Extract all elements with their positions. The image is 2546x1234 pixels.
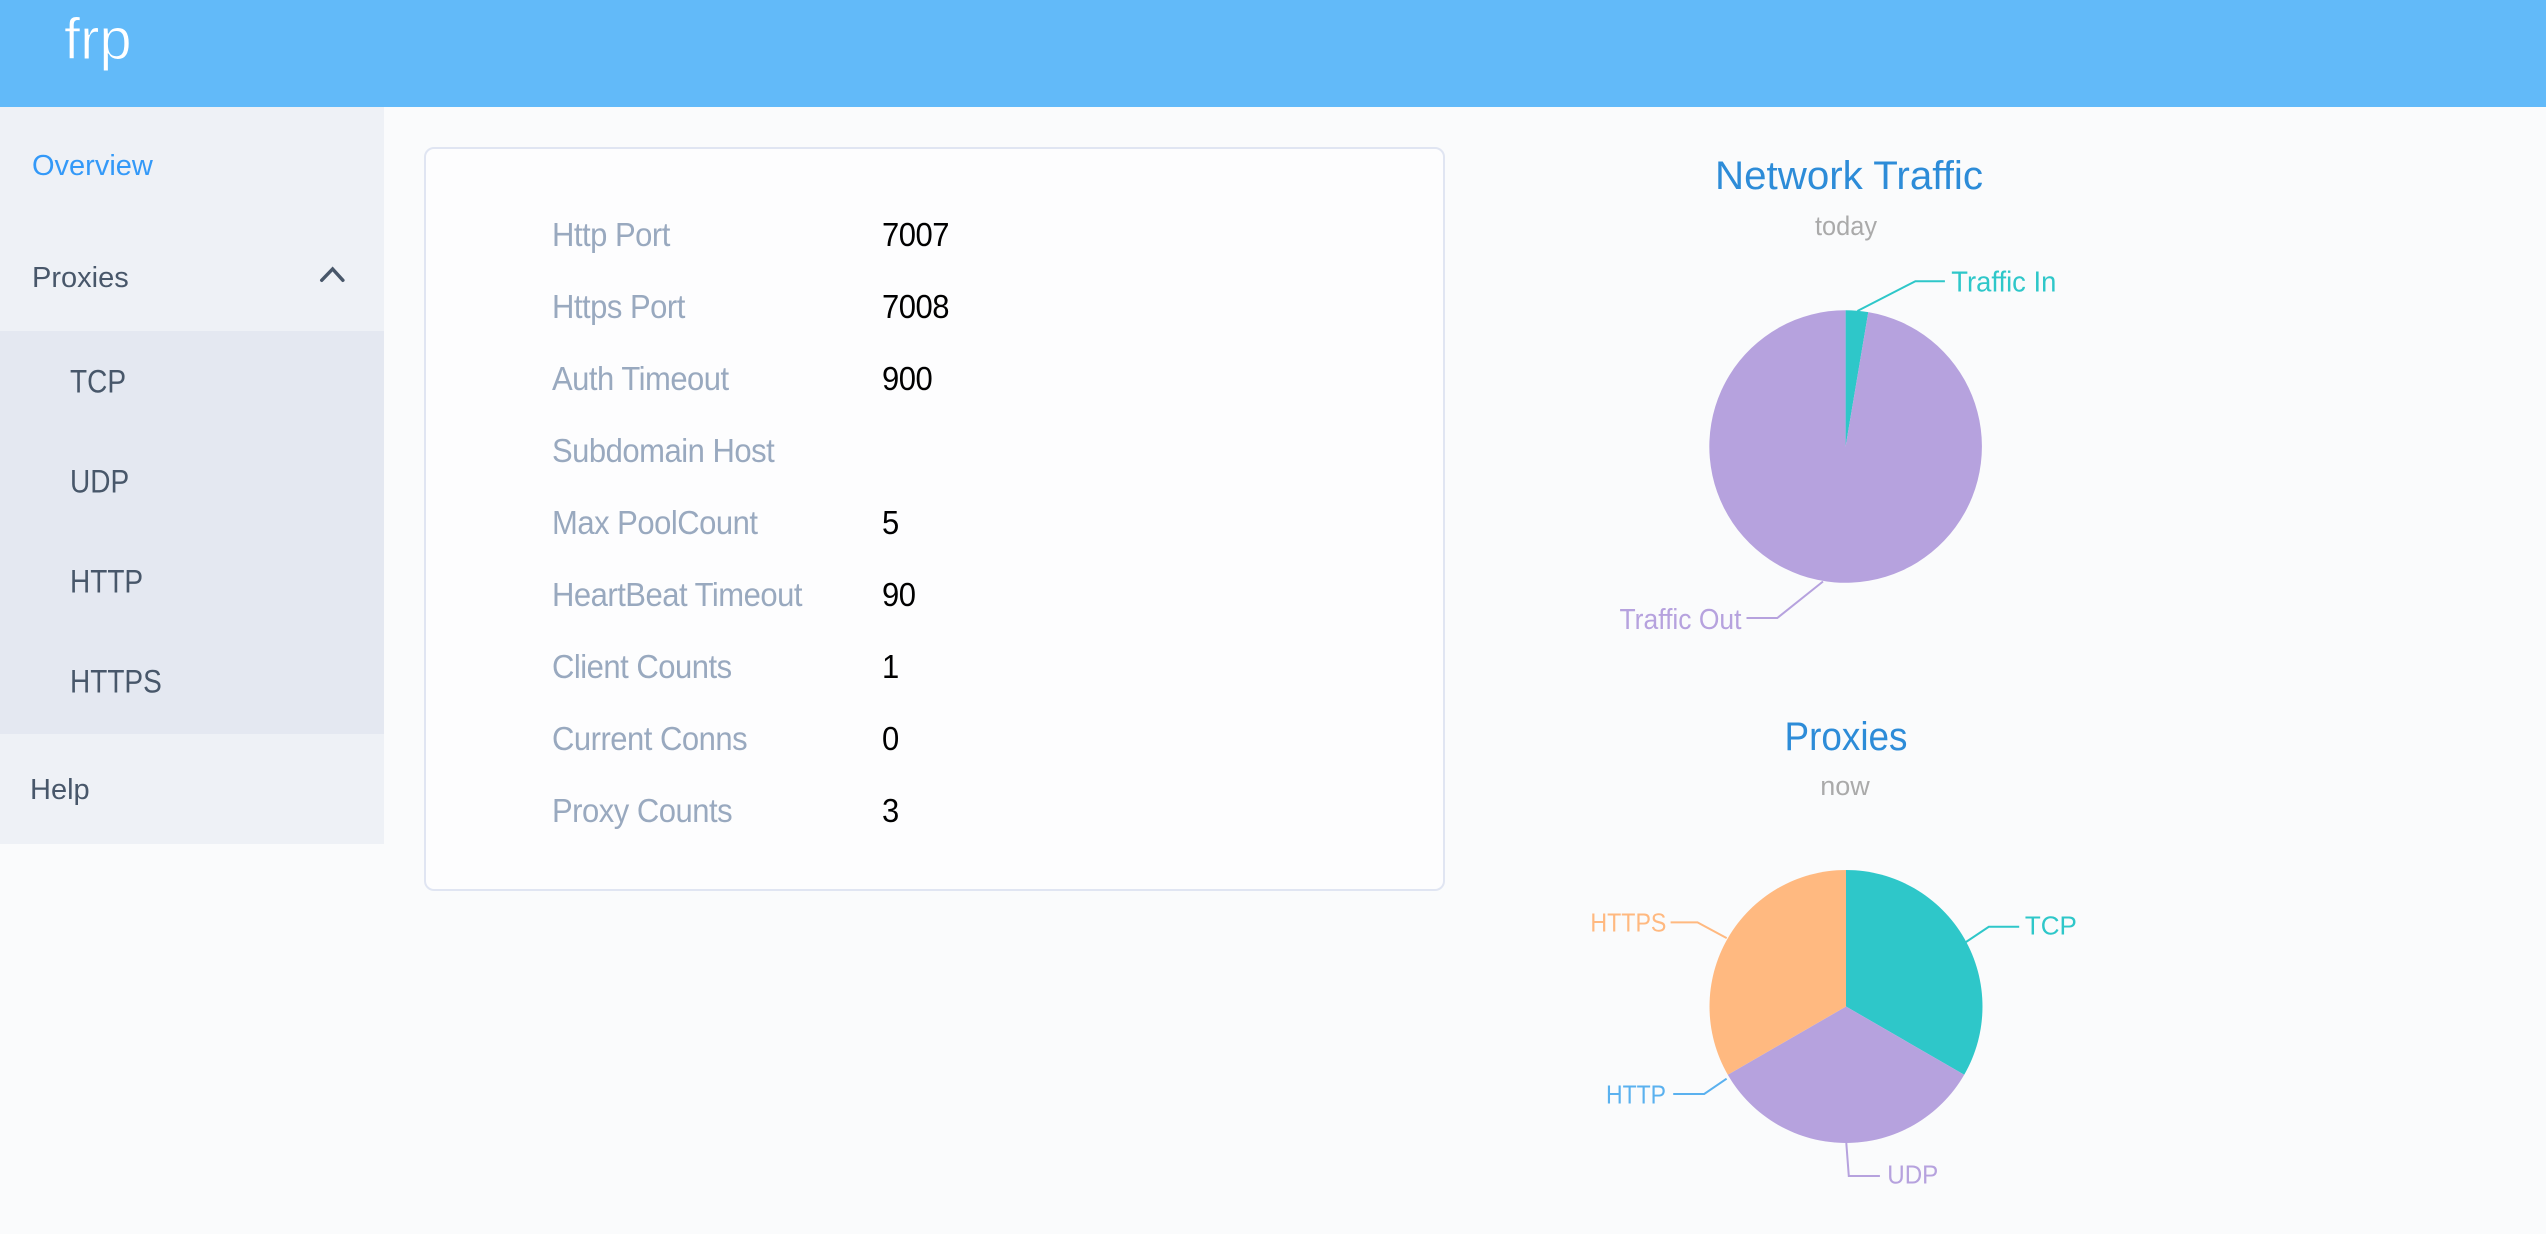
svg-text:UDP: UDP [1887,1160,1938,1190]
svg-text:today: today [1815,211,1877,241]
svg-text:TCP: TCP [2025,911,2077,941]
svg-text:HTTPS: HTTPS [1590,907,1666,937]
svg-text:HTTP: HTTP [1606,1079,1666,1109]
svg-text:Traffic Out: Traffic Out [1620,604,1742,636]
svg-text:Traffic In: Traffic In [1951,266,2056,298]
svg-text:now: now [1820,771,1870,801]
svg-text:Network Traffic: Network Traffic [1715,154,1983,198]
svg-text:Proxies: Proxies [1785,715,1908,759]
